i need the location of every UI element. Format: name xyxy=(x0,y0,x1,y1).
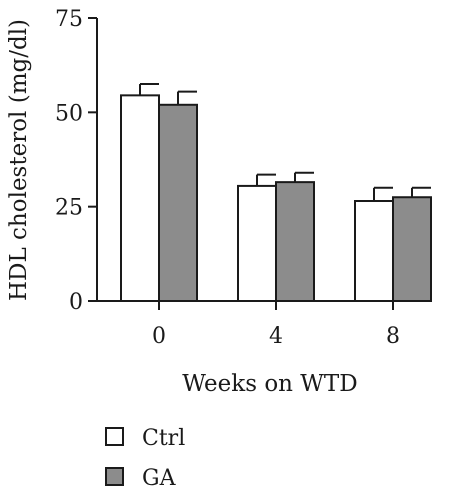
bars xyxy=(120,94,432,303)
legend-swatch-ga xyxy=(105,467,124,486)
legend: Ctrl GA xyxy=(105,426,185,491)
y-axis: 0 25 50 75 xyxy=(55,7,98,315)
bar-ga-week-0 xyxy=(158,103,198,302)
legend-swatch-ctrl xyxy=(105,427,124,446)
x-axis: 0 4 8 xyxy=(97,300,432,349)
bar-ga-week-4 xyxy=(275,181,315,302)
bar-ctrl-week-0 xyxy=(120,94,160,302)
error-bars xyxy=(139,83,431,202)
legend-label-ga: GA xyxy=(142,466,177,491)
y-tick-label: 50 xyxy=(55,101,83,126)
bar-ga-week-8 xyxy=(392,196,432,303)
bar-ctrl-week-4 xyxy=(237,184,277,302)
y-tick-label: 0 xyxy=(69,290,83,315)
legend-label-ctrl: Ctrl xyxy=(142,426,185,451)
x-tick-label: 8 xyxy=(386,324,400,349)
x-tick-label: 4 xyxy=(269,324,283,349)
x-axis-title: Weeks on WTD xyxy=(182,371,357,397)
y-tick-label: 25 xyxy=(55,196,83,221)
x-tick-label: 0 xyxy=(152,324,166,349)
y-tick-label: 75 xyxy=(55,7,83,32)
bar-ctrl-week-8 xyxy=(354,200,394,302)
y-axis-title: HDL cholesterol (mg/dl) xyxy=(6,19,32,301)
